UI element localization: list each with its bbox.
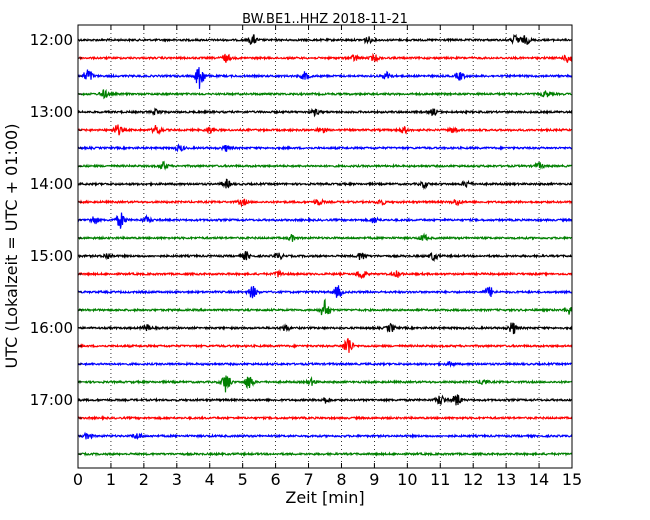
x-tick-label: 10 bbox=[397, 470, 417, 489]
x-tick-label: 9 bbox=[369, 470, 379, 489]
x-tick-label: 1 bbox=[106, 470, 116, 489]
trace-1200 bbox=[77, 33, 573, 45]
x-tick-label: 3 bbox=[172, 470, 182, 489]
trace-lines bbox=[77, 33, 573, 457]
y-tick-label: 12:00 bbox=[30, 31, 73, 49]
trace-1300 bbox=[77, 107, 573, 118]
trace-1500 bbox=[77, 251, 573, 263]
trace-1615 bbox=[77, 338, 573, 353]
trace-1730 bbox=[77, 431, 573, 441]
plot-frame bbox=[77, 24, 573, 469]
trace-1515 bbox=[77, 269, 573, 279]
trace-1215 bbox=[77, 52, 573, 64]
x-tick-label: 0 bbox=[73, 470, 83, 489]
x-tick-label: 2 bbox=[139, 470, 149, 489]
trace-1230 bbox=[77, 67, 573, 89]
x-tick-label: 12 bbox=[463, 470, 483, 489]
trace-1445 bbox=[77, 232, 573, 242]
x-tick-label: 8 bbox=[336, 470, 346, 489]
y-tick-label: 17:00 bbox=[30, 391, 73, 409]
x-tick-label: 11 bbox=[430, 470, 450, 489]
trace-1715 bbox=[77, 415, 573, 422]
x-tick-label: 15 bbox=[562, 470, 582, 489]
trace-1700 bbox=[77, 394, 573, 406]
chart-title: BW.BE1..HHZ 2018-11-21 bbox=[242, 12, 408, 27]
y-axis-label: UTC (Lokalzeit = UTC + 01:00) bbox=[2, 124, 21, 369]
x-tick-label: 4 bbox=[205, 470, 215, 489]
x-tick-label: 13 bbox=[496, 470, 516, 489]
trace-1545 bbox=[78, 298, 573, 316]
x-tick-label: 14 bbox=[529, 470, 549, 489]
trace-1315 bbox=[77, 124, 573, 136]
trace-1630 bbox=[77, 360, 573, 368]
trace-1245 bbox=[77, 88, 573, 100]
y-tick-label: 15:00 bbox=[30, 247, 73, 265]
trace-1645 bbox=[77, 375, 573, 393]
x-axis-label: Zeit [min] bbox=[285, 488, 364, 507]
trace-1415 bbox=[77, 198, 573, 208]
x-tick-label: 6 bbox=[271, 470, 281, 489]
x-tick-label: 5 bbox=[238, 470, 248, 489]
y-tick-label: 13:00 bbox=[30, 103, 73, 121]
y-axis: 12:00 13:00 14:00 15:00 16:00 17:00 bbox=[30, 31, 82, 455]
y-tick-label: 14:00 bbox=[30, 175, 73, 193]
x-axis: 0 1 2 3 4 5 6 7 8 9 10 11 12 13 14 15 bbox=[73, 25, 582, 489]
trace-1600 bbox=[77, 322, 573, 335]
trace-1530 bbox=[77, 285, 573, 299]
trace-1345 bbox=[77, 160, 573, 171]
trace-1430 bbox=[77, 212, 573, 229]
trace-1330 bbox=[77, 143, 573, 153]
x-tick-label: 7 bbox=[303, 470, 313, 489]
y-tick-label: 16:00 bbox=[30, 319, 73, 337]
trace-1745 bbox=[78, 451, 573, 457]
trace-1400 bbox=[77, 178, 573, 191]
